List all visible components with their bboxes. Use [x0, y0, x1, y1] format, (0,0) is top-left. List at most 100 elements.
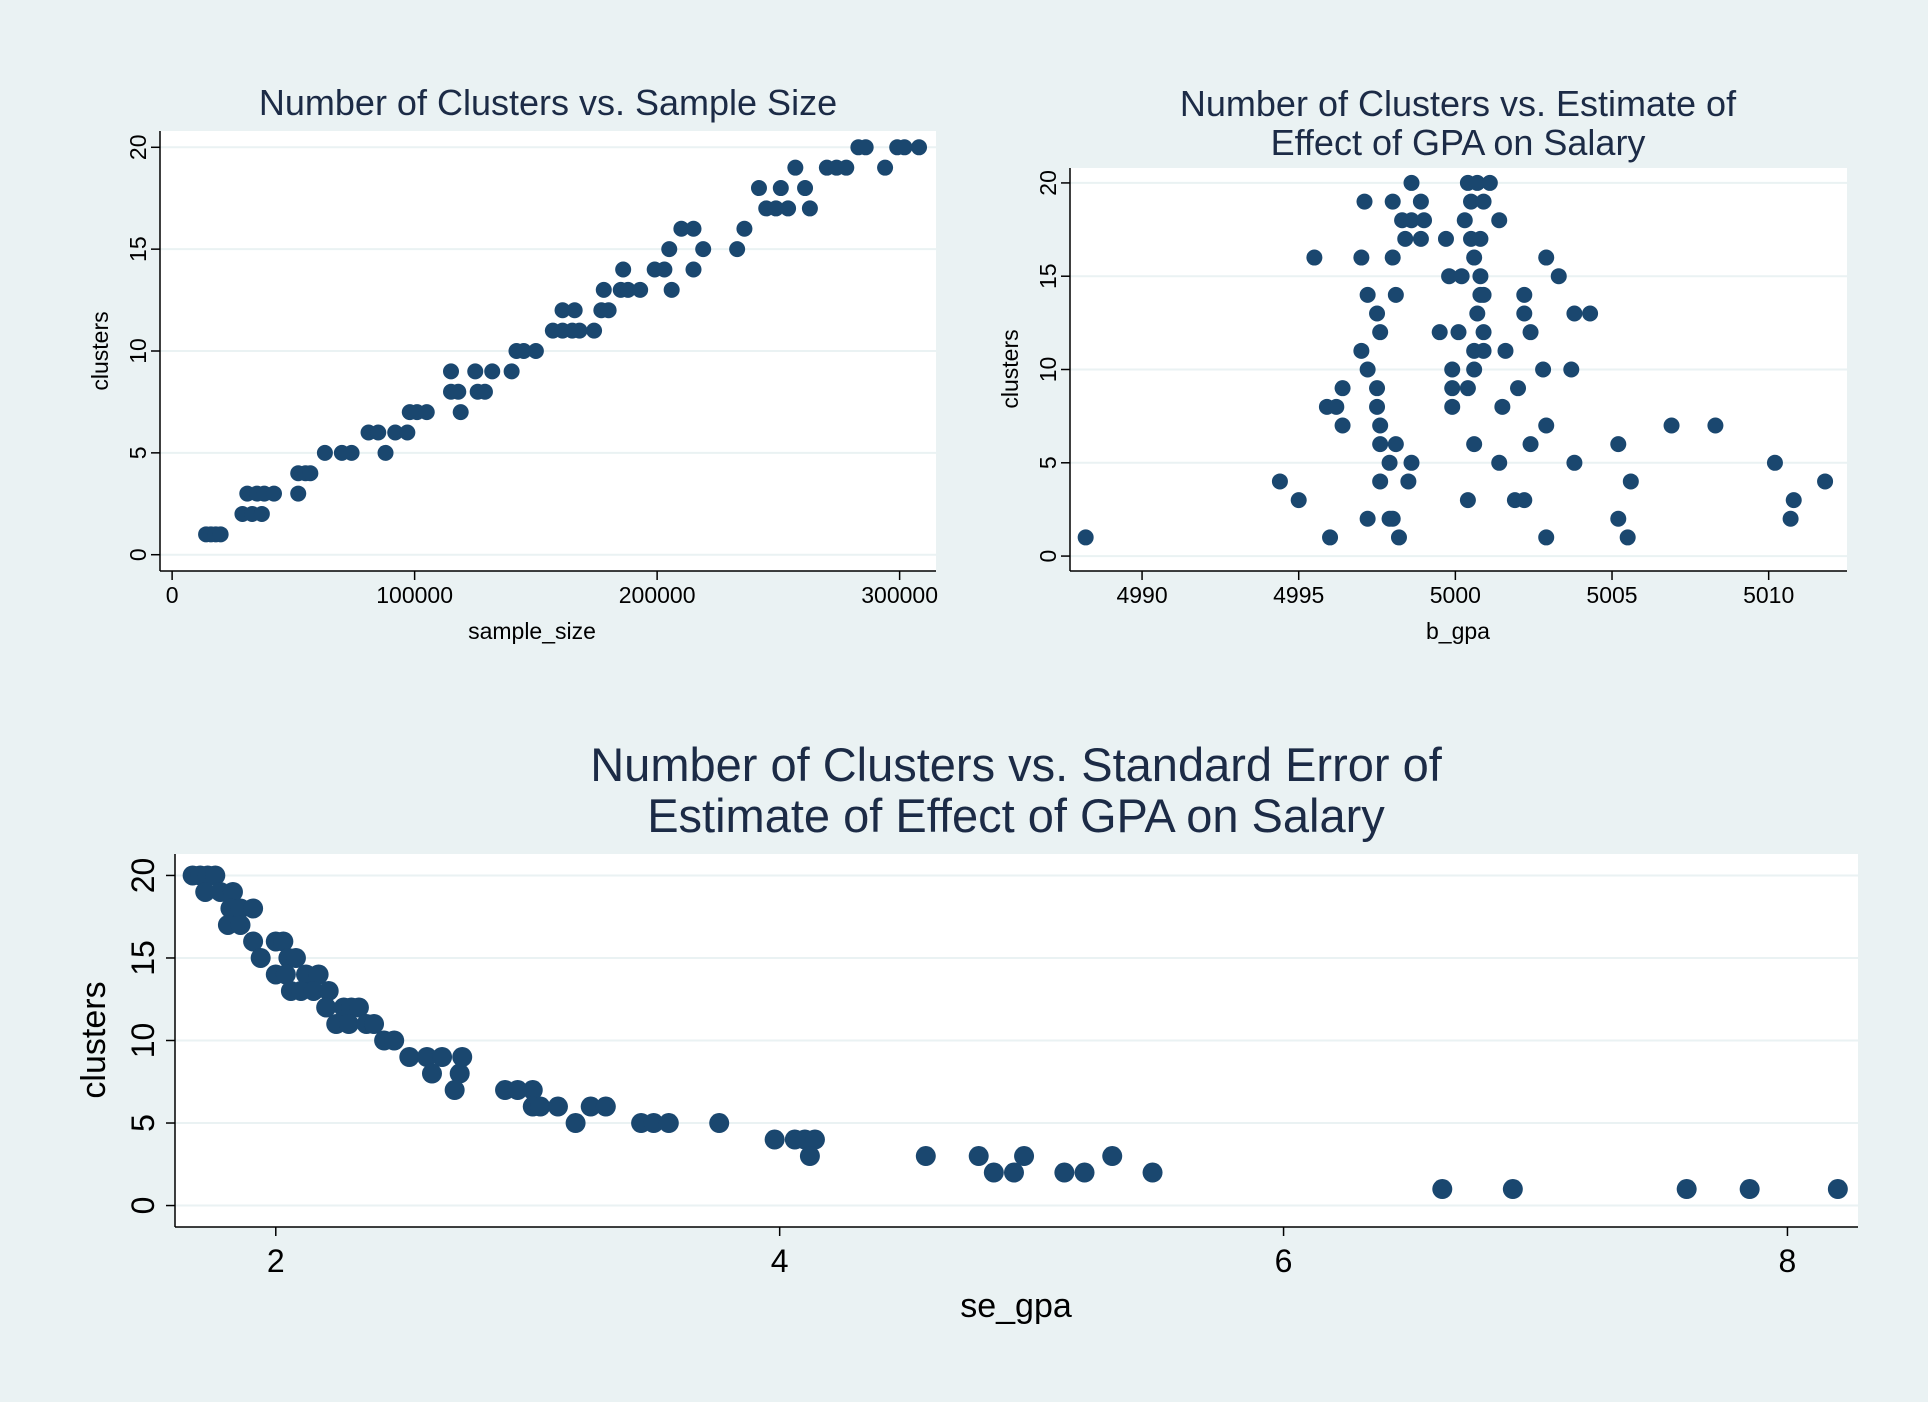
scatter-point [530, 1096, 551, 1117]
scatter-point [595, 1096, 616, 1117]
scatter-point [1516, 305, 1533, 322]
scatter-point [799, 1146, 820, 1167]
scatter-point [600, 302, 617, 319]
scatter-point [275, 964, 296, 985]
scatter-point [484, 363, 501, 380]
scatter-point [1785, 492, 1802, 509]
x-tick-label: 5000 [1430, 582, 1481, 608]
scatter-point [290, 485, 307, 502]
scatter-point [750, 180, 767, 197]
scatter-point [195, 881, 216, 902]
x-tick-label: 5005 [1586, 582, 1637, 608]
scatter-point [566, 302, 583, 319]
y-tick-label: 5 [125, 446, 151, 459]
scatter-point [452, 1047, 473, 1068]
scatter-point [452, 404, 469, 421]
scatter-point [1400, 473, 1417, 490]
scatter-point [709, 1113, 730, 1134]
scatter-point [476, 383, 493, 400]
scatter-point [1359, 510, 1376, 527]
scatter-point [1472, 230, 1489, 247]
scatter-point [302, 465, 319, 482]
scatter-point [421, 1063, 442, 1084]
scatter-point [1390, 529, 1407, 546]
scatter-point [1481, 174, 1498, 191]
x-axis-label: b_gpa [1426, 618, 1490, 644]
scatter-point [1359, 361, 1376, 378]
scatter-point [1397, 230, 1414, 247]
scatter-point [449, 1063, 470, 1084]
scatter-point [384, 1030, 405, 1051]
scatter-point [443, 363, 459, 380]
scatter-point [1416, 212, 1433, 229]
scatter-point [565, 1113, 586, 1134]
scatter-point [1466, 361, 1483, 378]
scatter-point [673, 220, 690, 237]
scatter-point [554, 302, 571, 319]
scatter-point [1384, 193, 1401, 210]
scatter-point [1459, 492, 1476, 509]
scatter-point [1466, 436, 1483, 453]
scatter-point [1510, 380, 1527, 397]
chart-title-line-2: Effect of GPA on Salary [1271, 122, 1646, 163]
x-tick-label: 8 [1779, 1243, 1797, 1279]
chart-b-gpa: Number of Clusters vs. Estimate of Effec… [997, 83, 1847, 644]
scatter-point [1334, 417, 1351, 434]
scatter-point [205, 865, 226, 886]
scatter-point [658, 1113, 679, 1134]
scatter-point [1463, 193, 1480, 210]
chart-title-line-1: Number of Clusters vs. Estimate of [1180, 83, 1737, 124]
scatter-point [729, 241, 746, 258]
scatter-point [1494, 398, 1511, 415]
scatter-point [1444, 361, 1461, 378]
scatter-point [1054, 1162, 1075, 1183]
scatter-point [1014, 1146, 1035, 1167]
scatter-point [857, 139, 874, 156]
scatter-point [1450, 324, 1467, 341]
scatter-point [1369, 305, 1386, 322]
x-axis-label: sample_size [468, 618, 596, 644]
scatter-point [1432, 1179, 1453, 1200]
scatter-point [1403, 212, 1420, 229]
scatter-point [643, 1113, 664, 1134]
scatter-point [1372, 417, 1389, 434]
x-tick-label: 6 [1275, 1243, 1293, 1279]
scatter-point [797, 180, 814, 197]
scatter-point [444, 1080, 465, 1101]
y-axis-label: clusters [997, 329, 1023, 408]
scatter-point [1491, 212, 1508, 229]
scatter-point [1739, 1179, 1760, 1200]
scatter-point [318, 980, 339, 1001]
x-tick-label: 200000 [619, 582, 696, 608]
scatter-point [663, 281, 680, 298]
chart-title-line-2: Estimate of Effect of GPA on Salary [647, 789, 1385, 842]
scatter-point [308, 964, 329, 985]
scatter-point [1538, 249, 1555, 266]
chart-sample-size: Number of Clusters vs. Sample Size 0 5 10 1… [87, 82, 938, 644]
scatter-point [285, 947, 306, 968]
scatter-point [780, 200, 797, 217]
scatter-point [1707, 417, 1724, 434]
scatter-point [212, 526, 229, 543]
scatter-point [527, 343, 544, 359]
scatter-point [1538, 417, 1555, 434]
scatter-point [838, 159, 855, 176]
scatter-point [1566, 454, 1583, 471]
scatter-point [736, 220, 753, 237]
scatter-point [1441, 268, 1458, 285]
scatter-point [1516, 492, 1533, 509]
scatter-point [515, 343, 532, 359]
scatter-point [1359, 286, 1376, 303]
scatter-point [1610, 510, 1627, 527]
scatter-point [265, 485, 282, 502]
scatter-point [1003, 1162, 1024, 1183]
x-tick-label: 0 [166, 582, 179, 608]
scatter-point [370, 424, 387, 441]
scatter-point [1535, 361, 1552, 378]
scatter-point [399, 424, 416, 441]
scatter-point [303, 980, 324, 1001]
scatter-point [1522, 436, 1539, 453]
y-axis-label: clusters [87, 311, 113, 390]
scatter-point [316, 997, 337, 1018]
y-tick-label: 5 [1035, 456, 1061, 469]
